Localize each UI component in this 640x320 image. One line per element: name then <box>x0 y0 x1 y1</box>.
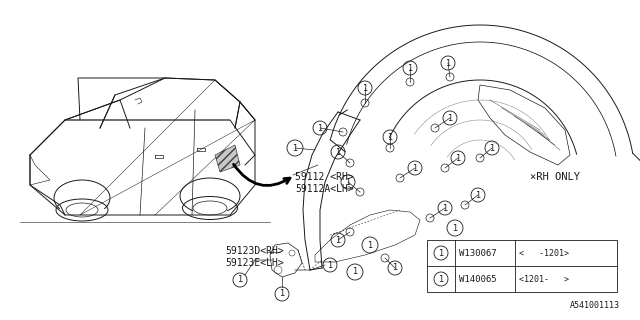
Text: 1: 1 <box>447 114 452 123</box>
Text: 1: 1 <box>442 204 447 212</box>
Text: 1: 1 <box>317 124 323 132</box>
Text: 59112 <RH>: 59112 <RH> <box>295 172 354 182</box>
Text: 1: 1 <box>353 268 358 276</box>
Text: W140065: W140065 <box>459 275 497 284</box>
Text: 1: 1 <box>362 84 367 92</box>
Text: <   -1201>: < -1201> <box>519 249 569 258</box>
Text: 1: 1 <box>367 241 372 250</box>
Text: 1: 1 <box>335 236 340 244</box>
Text: 1: 1 <box>412 164 418 172</box>
Polygon shape <box>215 145 240 172</box>
Text: 1: 1 <box>438 275 444 284</box>
Text: 1: 1 <box>292 143 298 153</box>
Text: 1: 1 <box>280 290 285 299</box>
Text: <1201-   >: <1201- > <box>519 275 569 284</box>
Text: 1: 1 <box>346 178 351 187</box>
Bar <box>427 240 617 292</box>
Text: 1: 1 <box>438 249 444 258</box>
Text: 1: 1 <box>456 154 461 163</box>
Text: 1: 1 <box>237 276 243 284</box>
Text: 1: 1 <box>335 148 340 156</box>
Text: 1: 1 <box>490 143 495 153</box>
Text: 1: 1 <box>408 63 413 73</box>
Text: 1: 1 <box>445 59 451 68</box>
Text: 59123D<RH>: 59123D<RH> <box>225 246 284 256</box>
Text: ×RH ONLY: ×RH ONLY <box>530 172 580 182</box>
Text: W130067: W130067 <box>459 249 497 258</box>
Text: 1: 1 <box>476 190 481 199</box>
Text: 1: 1 <box>392 263 397 273</box>
Text: 59123E<LH>: 59123E<LH> <box>225 258 284 268</box>
Text: A541001113: A541001113 <box>570 301 620 310</box>
Text: 1: 1 <box>387 132 392 141</box>
Text: 1: 1 <box>452 223 458 233</box>
Text: 59112A<LH>: 59112A<LH> <box>295 184 354 194</box>
Text: 1: 1 <box>328 260 333 269</box>
